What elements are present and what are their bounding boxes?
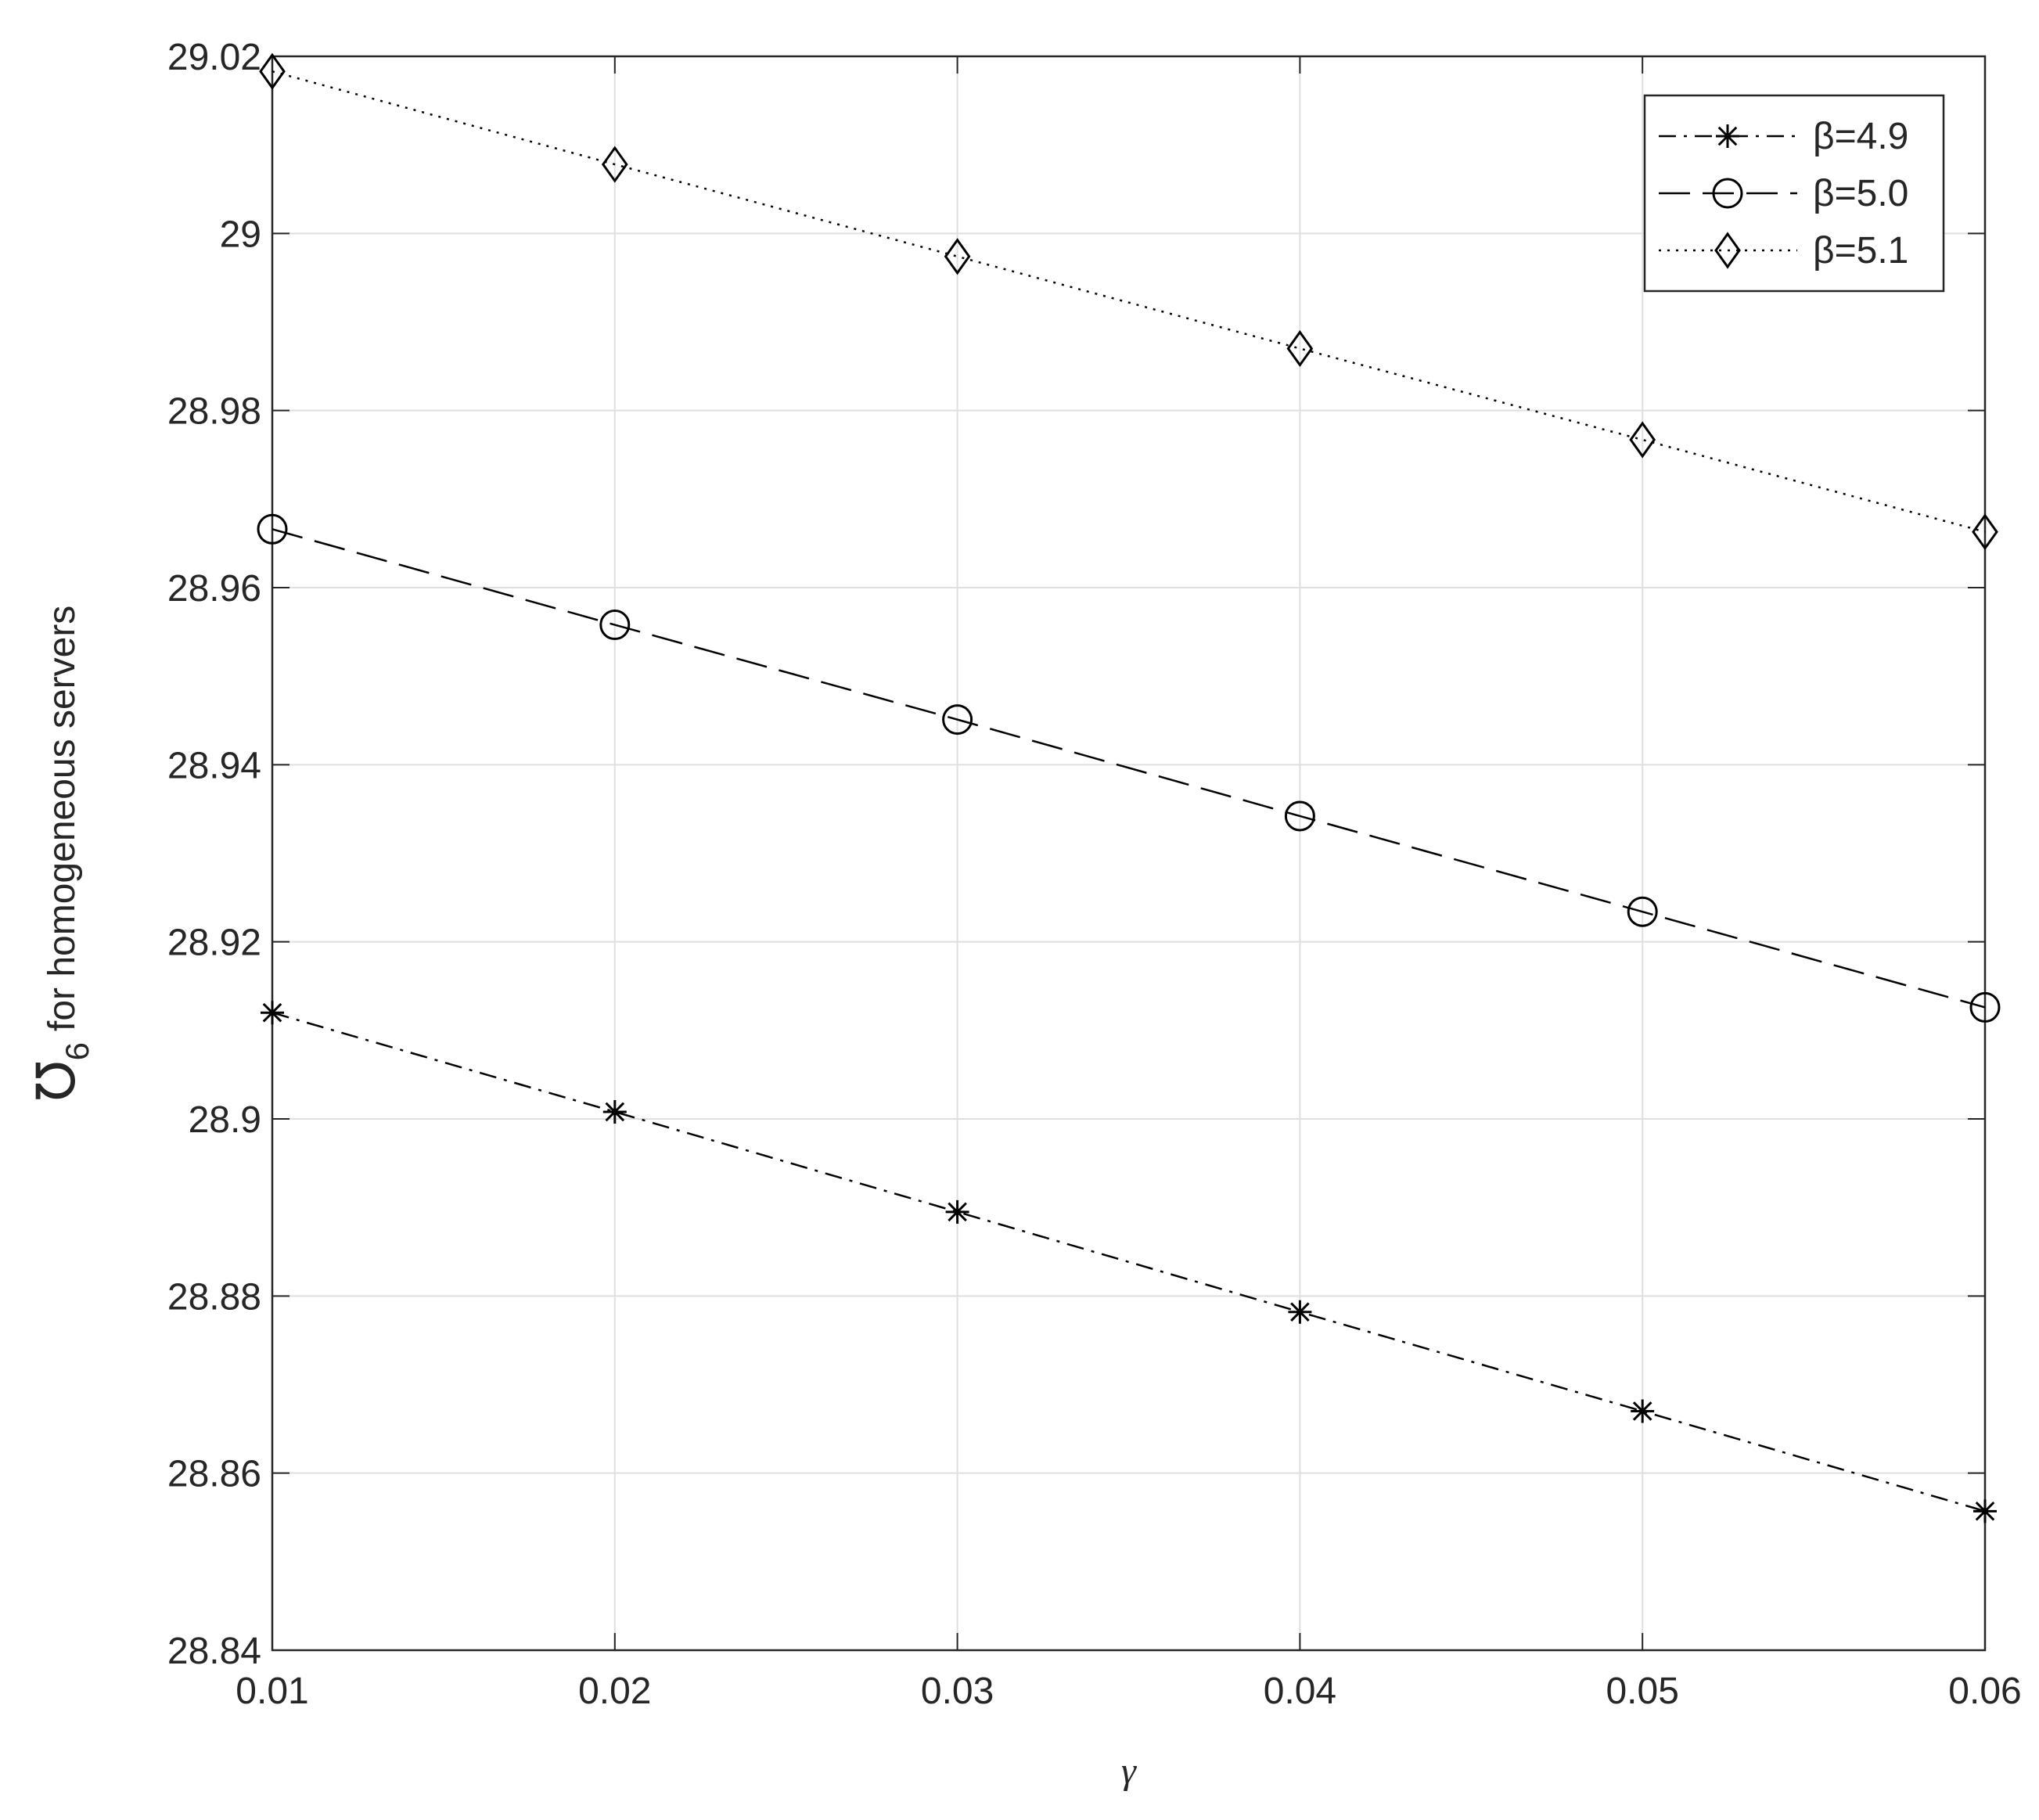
marker-shape [1714,232,1741,269]
y-tick-label: 28.88 [167,1276,261,1318]
y-tick-label: 29 [220,214,261,255]
x-tick-label: 0.06 [1948,1671,2021,1712]
y-tick-label: 28.94 [167,745,261,786]
data-point [1284,800,1315,832]
data-point [945,1200,969,1224]
y-tick-label: 28.86 [167,1454,261,1495]
y-axis-label-subscript: 6 [59,1042,95,1060]
data-point [1629,421,1656,459]
data-point [257,513,288,545]
marker-shape [1972,513,1998,551]
series-line [272,70,1986,533]
data-point [261,1001,284,1025]
legend-label: β=5.0 [1813,173,1908,214]
legend-label: β=4.9 [1813,116,1908,157]
data-point [1286,329,1314,368]
marker-shape [1716,124,1739,148]
marker-shape [257,513,288,545]
y-tick-label: 28.96 [167,568,261,610]
marker-shape [1712,178,1743,209]
data-point [1969,991,2001,1023]
data-point [1631,1399,1655,1423]
y-tick-label: 28.92 [167,923,261,964]
series-line [272,528,1986,1009]
legend-marker [1716,124,1739,148]
marker-shape [601,146,628,183]
marker-shape [1629,421,1656,459]
marker-shape [261,1001,284,1025]
marker-shape [945,1200,969,1224]
x-tick-label: 0.04 [1264,1671,1336,1712]
series-line [272,1011,1986,1512]
data-point [602,1099,627,1124]
marker-shape [599,610,631,641]
plot-area [272,56,1985,1650]
y-axis-label-symbol: ℧ [27,1060,86,1101]
x-tick-label: 0.01 [236,1671,308,1712]
x-axis-label: γ [1121,1750,1137,1792]
x-tick-label: 0.02 [578,1671,651,1712]
legend-marker [1712,178,1743,209]
y-tick-label: 28.98 [167,391,261,433]
data-point [1288,1300,1312,1324]
marker-shape [1286,329,1314,368]
y-axis-label: ℧6 for homogeneous servers [27,606,95,1102]
y-tick-label: 28.84 [167,1631,261,1672]
plot-frame [271,55,1987,1652]
data-point [259,52,286,90]
marker-shape [1627,896,1658,927]
y-tick-label: 29.02 [167,37,261,78]
marker-shape [1288,1300,1312,1324]
data-point [1973,1499,1997,1523]
y-tick-label: 28.9 [189,1099,261,1141]
y-axis-label-text: for homogeneous servers [41,606,83,1031]
marker-shape [1969,991,2001,1023]
data-point [599,610,631,641]
x-tick-label: 0.03 [921,1671,994,1712]
marker-shape [1973,1499,1997,1523]
marker-shape [942,704,973,736]
marker-shape [1284,800,1315,832]
marker-shape [259,52,286,90]
legend-label: β=5.1 [1813,230,1908,272]
data-point [1627,896,1658,927]
marker-shape [1631,1399,1655,1423]
data-point [944,238,971,275]
data-point [1972,513,1998,551]
marker-shape [602,1099,627,1124]
data-point [942,704,973,736]
x-tick-label: 0.05 [1606,1671,1678,1712]
legend-marker [1714,232,1741,269]
marker-shape [944,238,971,275]
data-point [601,146,628,183]
